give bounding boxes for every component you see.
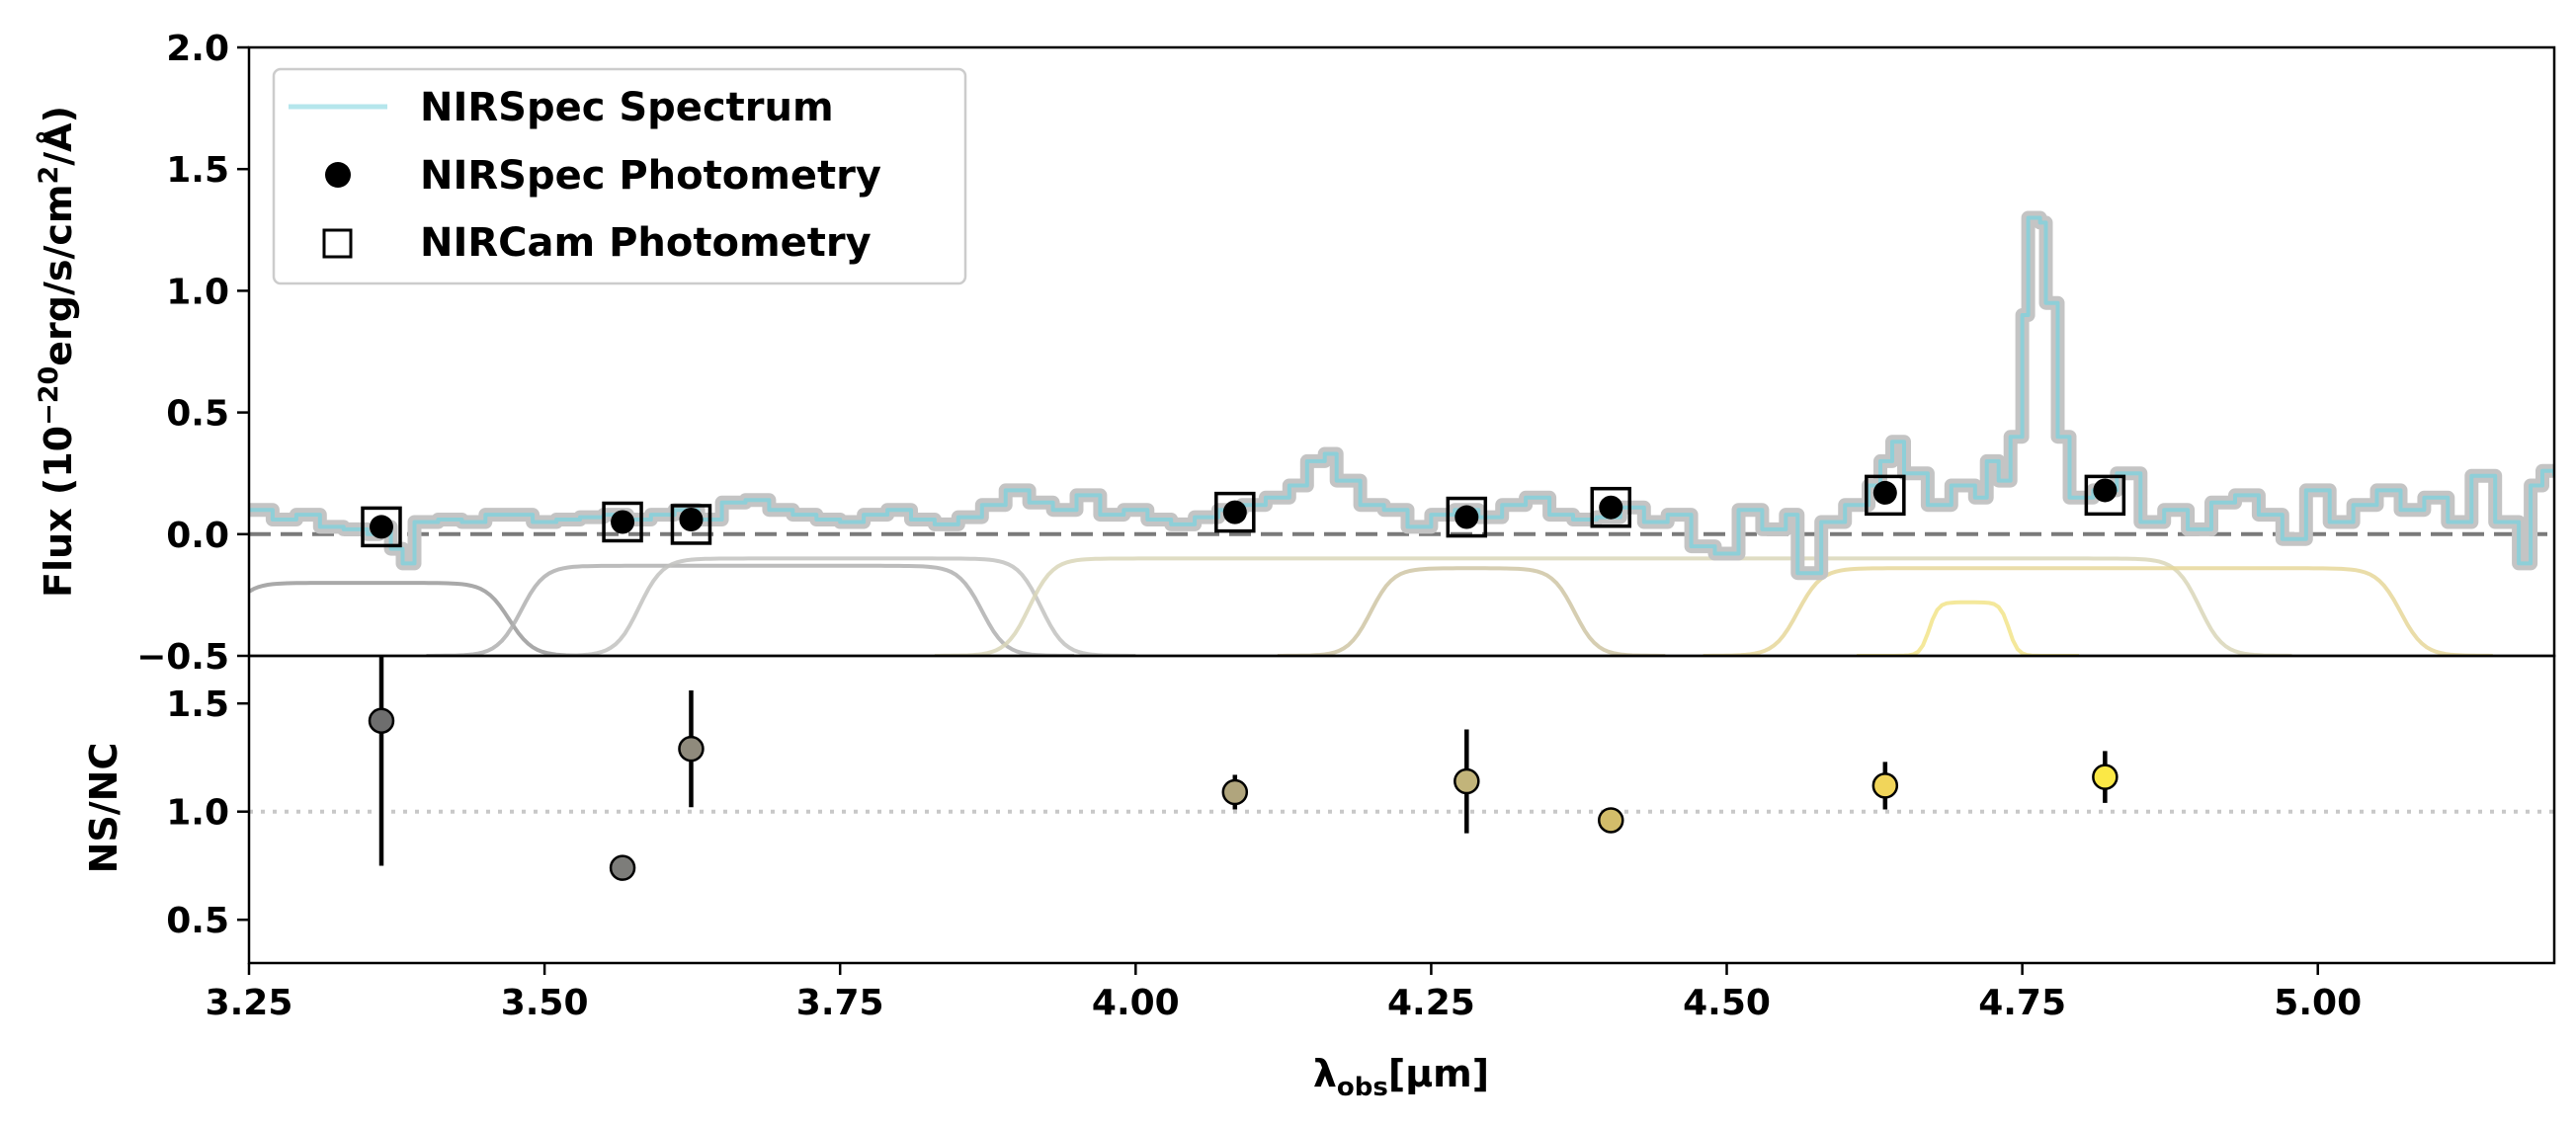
- xtick-label: 3.50: [501, 983, 589, 1023]
- ylabel-part-c: /Å): [37, 106, 80, 166]
- ratio-points: [368, 656, 2119, 881]
- ratio-point-7: [2092, 764, 2119, 790]
- top-ytick-label: 1.0: [166, 272, 229, 312]
- bottom-y-axis-label: NS/NC: [82, 743, 125, 874]
- xlabel-rest: [μm]: [1388, 1052, 1489, 1095]
- xtick-label: 5.00: [2274, 983, 2362, 1023]
- ratio-point-6: [1871, 772, 1899, 799]
- filter-curve-6: [1857, 600, 2079, 656]
- nircam-square-6: [1865, 474, 1906, 517]
- bottom-panel: 0.5 1.0 1.5 3.25 3.50 3.75 4.00 4.25 4.50 4.75 5.…: [82, 654, 2556, 1102]
- xtick-label: 3.25: [206, 983, 293, 1023]
- ylabel-part-b: erg/s/cm: [37, 185, 80, 366]
- nircam-square-5: [1590, 486, 1632, 528]
- top-ytick-label: 2.0: [166, 29, 229, 69]
- top-ytick-label: 0.5: [166, 394, 229, 435]
- legend-label-spectrum: NIRSpec Spectrum: [420, 85, 834, 130]
- xtick-label: 4.75: [1978, 983, 2066, 1023]
- xtick-label: 4.50: [1683, 983, 1771, 1023]
- xlabel-sub: obs: [1337, 1073, 1388, 1102]
- xtick-label: 4.00: [1092, 983, 1180, 1023]
- filter-curve-3: [934, 556, 2292, 656]
- nirspec-dot-5: [1599, 495, 1623, 520]
- ylabel-part-a: Flux (10: [37, 426, 80, 598]
- nirspec-dot-1: [611, 510, 635, 534]
- legend: NIRSpec Spectrum NIRSpec Photometry NIRC…: [272, 67, 967, 285]
- nirspec-photometry-markers: [369, 478, 2118, 539]
- filter-curve-4: [1277, 566, 1666, 656]
- xtick-label: 4.25: [1387, 983, 1475, 1023]
- spectrum-line: [249, 215, 2554, 576]
- legend-box: [272, 67, 967, 285]
- bottom-ytick-label: 1.5: [166, 684, 229, 725]
- nircam-square-4: [1446, 496, 1488, 538]
- ratio-point-4: [1454, 767, 1480, 795]
- filter-curve-0: [249, 581, 600, 656]
- top-ytick-label: 0.0: [166, 516, 229, 556]
- bottom-ytick-label: 1.0: [166, 793, 229, 834]
- nirspec-dot-7: [2093, 478, 2118, 503]
- legend-square-swatch: [322, 228, 353, 259]
- filter-curve-2: [544, 556, 1136, 656]
- nirspec-dot-2: [679, 508, 704, 532]
- nirspec-dot-0: [369, 515, 393, 539]
- xlabel-main: λ: [1313, 1052, 1337, 1095]
- filter-curves: [249, 556, 2493, 656]
- nirspec-dot-6: [1872, 480, 1897, 505]
- nirspec-dot-3: [1222, 500, 1247, 524]
- x-axis: 3.25 3.50 3.75 4.00 4.25 4.50 4.75 5.00: [206, 963, 2362, 1023]
- nirspec-spectrum: [249, 210, 2554, 581]
- bottom-ytick-label: 0.5: [166, 901, 229, 941]
- ratio-point-0: [368, 707, 395, 734]
- ratio-point-3: [1221, 778, 1249, 806]
- ratio-point-5: [1598, 807, 1624, 834]
- top-ytick-label: −0.5: [136, 637, 229, 678]
- top-y-axis-label: Flux (10−20erg/s/cm2/Å): [34, 106, 80, 598]
- nircam-square-7: [2084, 474, 2126, 517]
- xtick-label: 3.75: [796, 983, 884, 1023]
- filter-curve-5: [1703, 566, 2493, 656]
- bottom-plot-frame: [247, 654, 2556, 965]
- nirspec-dot-4: [1454, 505, 1479, 529]
- bottom-y-axis: 0.5 1.0 1.5: [166, 684, 249, 941]
- nircam-photometry-markers: [361, 474, 2126, 548]
- legend-label-nirspec-photometry: NIRSpec Photometry: [420, 153, 881, 199]
- nircam-square-3: [1214, 491, 1256, 533]
- nircam-square-0: [361, 506, 402, 548]
- top-y-axis: −0.5 0.0 0.5 1.0 1.5 2.0: [136, 29, 249, 678]
- ylabel-square: 2: [34, 166, 64, 185]
- ratio-point-2: [678, 735, 705, 763]
- top-ytick-label: 1.5: [166, 150, 229, 191]
- nircam-square-2: [670, 504, 712, 545]
- top-panel: −0.5 0.0 0.5 1.0 1.5 2.0 Flux (10−20erg/s/cm2…: [34, 29, 2556, 678]
- nircam-square-1: [602, 501, 643, 543]
- ratio-point-1: [609, 854, 636, 881]
- legend-dot-swatch: [325, 162, 351, 188]
- filter-curve-1: [426, 563, 1075, 656]
- ylabel-exponent: −20: [34, 366, 64, 426]
- legend-label-nircam-photometry: NIRCam Photometry: [420, 220, 872, 266]
- x-axis-label: λobs[μm]: [1313, 1052, 1489, 1102]
